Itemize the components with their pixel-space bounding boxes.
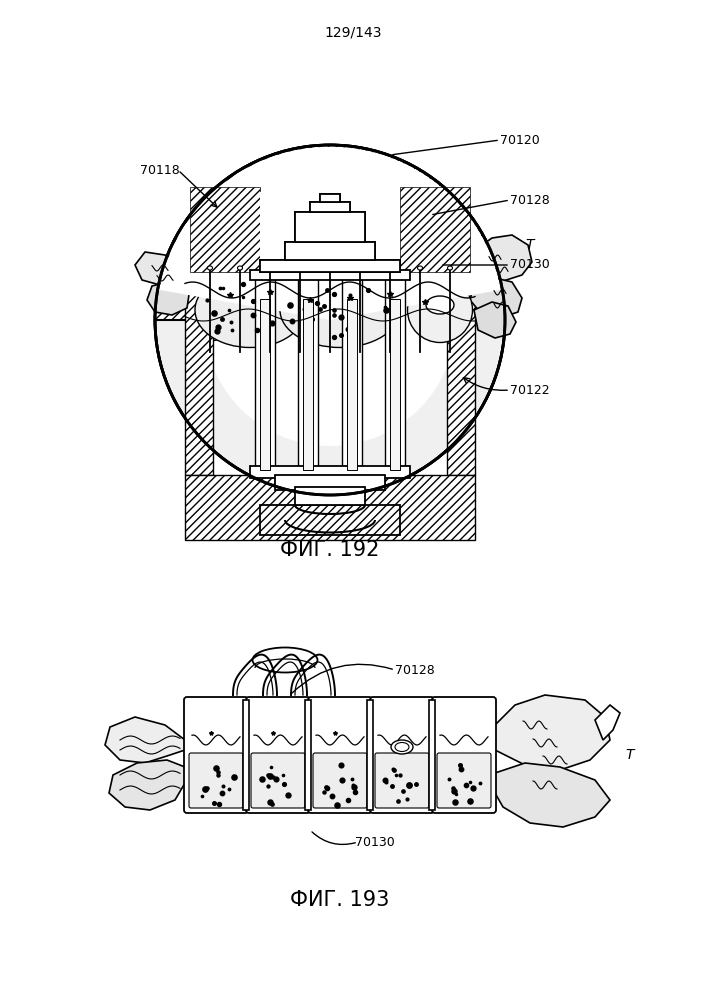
- Ellipse shape: [252, 648, 317, 672]
- Polygon shape: [472, 235, 532, 282]
- Bar: [295, 487, 365, 505]
- Ellipse shape: [238, 266, 243, 270]
- Bar: [250, 270, 410, 280]
- FancyBboxPatch shape: [437, 753, 491, 808]
- Polygon shape: [470, 278, 522, 318]
- Bar: [390, 299, 400, 470]
- Bar: [260, 299, 270, 470]
- Ellipse shape: [426, 296, 454, 314]
- Polygon shape: [135, 252, 188, 285]
- Ellipse shape: [195, 272, 305, 348]
- Wedge shape: [440, 295, 474, 345]
- Bar: [303, 299, 313, 470]
- Wedge shape: [187, 295, 220, 345]
- Bar: [310, 202, 350, 212]
- Bar: [320, 194, 340, 202]
- FancyBboxPatch shape: [313, 753, 367, 808]
- Text: ФИГ. 192: ФИГ. 192: [280, 540, 380, 560]
- FancyBboxPatch shape: [308, 697, 372, 813]
- Ellipse shape: [298, 266, 303, 270]
- FancyBboxPatch shape: [246, 697, 310, 813]
- Polygon shape: [109, 760, 185, 810]
- Ellipse shape: [358, 266, 363, 270]
- Ellipse shape: [395, 742, 409, 752]
- Ellipse shape: [448, 266, 452, 270]
- Ellipse shape: [280, 272, 400, 348]
- Bar: [295, 212, 365, 242]
- Bar: [400, 187, 470, 272]
- Bar: [255, 274, 275, 475]
- Bar: [342, 274, 362, 475]
- Circle shape: [204, 194, 456, 446]
- Text: T: T: [625, 748, 633, 762]
- FancyBboxPatch shape: [370, 697, 434, 813]
- Wedge shape: [155, 145, 505, 320]
- Bar: [250, 466, 410, 478]
- Bar: [367, 700, 373, 810]
- Bar: [185, 280, 213, 475]
- Bar: [320, 194, 340, 202]
- Text: 129/143: 129/143: [325, 25, 382, 39]
- Polygon shape: [495, 763, 610, 827]
- Polygon shape: [474, 302, 516, 338]
- FancyBboxPatch shape: [375, 753, 429, 808]
- Bar: [298, 274, 318, 475]
- FancyBboxPatch shape: [251, 753, 305, 808]
- Bar: [295, 212, 365, 242]
- Bar: [190, 187, 260, 272]
- Bar: [260, 192, 400, 272]
- Ellipse shape: [407, 277, 472, 342]
- Polygon shape: [147, 282, 190, 315]
- Bar: [243, 700, 249, 810]
- Bar: [285, 242, 375, 260]
- Text: 70120: 70120: [500, 133, 539, 146]
- Ellipse shape: [207, 266, 213, 270]
- Text: 70130: 70130: [355, 836, 395, 848]
- Ellipse shape: [391, 740, 413, 754]
- Bar: [310, 202, 350, 212]
- Bar: [285, 242, 375, 260]
- Polygon shape: [495, 695, 610, 770]
- Text: 70128: 70128: [510, 194, 550, 207]
- Text: 70128: 70128: [395, 664, 435, 676]
- Ellipse shape: [418, 266, 423, 270]
- Polygon shape: [105, 717, 185, 763]
- Wedge shape: [159, 147, 501, 320]
- FancyBboxPatch shape: [184, 697, 248, 813]
- Ellipse shape: [267, 266, 272, 270]
- Circle shape: [155, 145, 505, 495]
- Bar: [429, 700, 435, 810]
- Text: 70118: 70118: [140, 163, 180, 176]
- Polygon shape: [595, 705, 620, 740]
- Bar: [347, 299, 357, 470]
- FancyBboxPatch shape: [432, 697, 496, 813]
- Bar: [185, 700, 495, 810]
- Bar: [305, 700, 311, 810]
- Bar: [185, 475, 475, 540]
- Text: ФИГ. 193: ФИГ. 193: [291, 890, 390, 910]
- Bar: [260, 505, 400, 535]
- Bar: [275, 475, 385, 490]
- Ellipse shape: [327, 266, 332, 270]
- Bar: [260, 260, 400, 272]
- Text: T: T: [525, 238, 534, 252]
- Bar: [447, 280, 475, 475]
- FancyBboxPatch shape: [189, 753, 243, 808]
- Ellipse shape: [387, 266, 392, 270]
- Bar: [385, 274, 405, 475]
- Bar: [260, 260, 400, 272]
- Text: 70130: 70130: [510, 258, 550, 271]
- Text: 70122: 70122: [510, 383, 549, 396]
